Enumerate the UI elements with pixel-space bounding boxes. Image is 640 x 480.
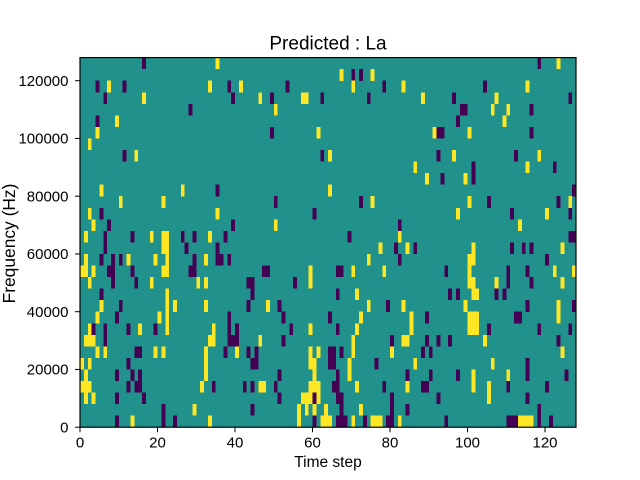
svg-text:Predicted : La: Predicted : La <box>269 33 387 54</box>
svg-text:40000: 40000 <box>27 304 69 321</box>
svg-text:20: 20 <box>149 435 166 452</box>
svg-text:0: 0 <box>76 435 84 452</box>
svg-text:40: 40 <box>227 435 244 452</box>
svg-text:80000: 80000 <box>27 188 69 205</box>
svg-text:100000: 100000 <box>18 131 68 148</box>
svg-text:80: 80 <box>382 435 399 452</box>
svg-text:120000: 120000 <box>18 73 68 90</box>
svg-text:Frequency (Hz): Frequency (Hz) <box>0 184 19 304</box>
svg-text:0: 0 <box>60 419 68 436</box>
svg-text:60000: 60000 <box>27 246 69 263</box>
svg-text:60: 60 <box>304 435 321 452</box>
svg-text:120: 120 <box>532 435 557 452</box>
svg-text:20000: 20000 <box>27 362 69 379</box>
svg-text:100: 100 <box>455 435 480 452</box>
svg-text:Time step: Time step <box>294 454 361 471</box>
